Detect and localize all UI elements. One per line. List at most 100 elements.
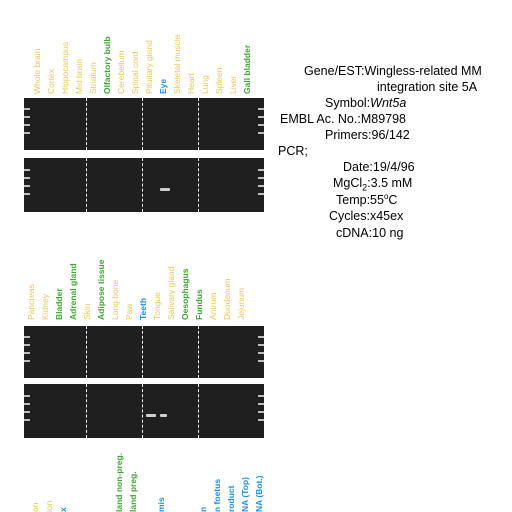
ladder-mark [24, 336, 30, 338]
lane-label: Whole brain [32, 48, 42, 94]
ladder-mark [24, 108, 30, 110]
ladder-mark [24, 352, 30, 354]
lane-label: Kidney [40, 294, 50, 320]
lane-label: ion [44, 500, 54, 512]
date-value: 19/4/96 [372, 160, 415, 174]
primers-row: Primers:96/142 [325, 128, 410, 142]
lane-label: Lung [200, 75, 210, 94]
lane-label: Jejunum [236, 287, 246, 320]
lane-label: Antrum [208, 292, 218, 320]
lane-label: Liver [228, 75, 238, 94]
primers-value: 96/142 [371, 128, 410, 142]
mgcl-row: MgCl2:3.5 mM [333, 176, 412, 193]
cdna-value: 10 ng [372, 226, 404, 240]
lane-divider [142, 326, 143, 378]
lane-label: Mid brain [74, 59, 84, 94]
gel-image-2-top [24, 326, 264, 378]
ladder-mark [258, 336, 264, 338]
lane-label: Hippocampus [60, 42, 70, 94]
lane-label: n [198, 506, 208, 512]
lane-label: NA (Bot.) [254, 475, 264, 512]
pcr-heading: PCR; [278, 144, 308, 158]
gel-band [159, 414, 167, 417]
ladder-mark [24, 395, 30, 397]
tissue-labels-panel-1: Whole brain Cortex Hippocampus Mid brain Str… [24, 12, 264, 94]
lane-divider [86, 98, 87, 150]
ladder-mark [24, 185, 30, 187]
lane-label: Pituitary gland [144, 40, 154, 94]
ladder-mark [24, 403, 30, 405]
lane-label: Skeletal muscle [172, 34, 182, 94]
ladder-mark [24, 132, 30, 134]
lane-label: Fundus [194, 289, 204, 320]
lane-label: Adipose tissue [96, 259, 106, 320]
ladder-mark [258, 352, 264, 354]
tissue-labels-panel-3: on ion x land non-preg. land preg. mis n n foet… [24, 440, 264, 512]
ladder-mark [258, 124, 264, 126]
gene-value-line-2: integration site 5A [377, 80, 478, 94]
gene-row: Gene/EST:Wingless-related MM [304, 64, 482, 78]
ladder-mark [24, 344, 30, 346]
temp-value: 55oC [370, 192, 398, 208]
ladder-mark [258, 193, 264, 195]
cdna-key: cDNA: [336, 226, 373, 240]
lane-divider [198, 98, 199, 150]
gel-image-2-bottom [24, 384, 264, 438]
ladder-mark [24, 360, 30, 362]
mgcl-key: MgCl2: [333, 176, 371, 193]
lane-label: land preg. [128, 471, 138, 512]
lane-label: NA (Top) [240, 477, 250, 512]
ladder-mark [258, 177, 264, 179]
gene-value-line-1: Wingless-related MM [364, 64, 482, 78]
ladder-mark [258, 395, 264, 397]
ladder-mark [24, 116, 30, 118]
temp-row: Temp:55oC [336, 192, 397, 207]
embl-key: EMBL Ac. No.: [280, 112, 361, 126]
gel-image-1-top [24, 98, 264, 150]
ladder-mark [258, 419, 264, 421]
ladder-mark [24, 169, 30, 171]
primers-key: Primers: [325, 128, 372, 142]
lane-divider [142, 98, 143, 150]
lane-label: Spleen [214, 67, 224, 94]
ladder-mark [258, 185, 264, 187]
cycles-value: x45ex [369, 209, 404, 223]
ladder-mark [258, 360, 264, 362]
gel-band [159, 188, 170, 191]
lane-label: Bladder [54, 288, 64, 320]
lane-divider [86, 326, 87, 378]
lane-label: x [58, 507, 68, 512]
lane-label: Oesophagus [180, 268, 190, 320]
lane-label: Cerebellum [116, 50, 126, 94]
lane-label: Olfactory bulb [102, 36, 112, 94]
lane-label: Teeth [138, 297, 148, 320]
ladder-mark [24, 411, 30, 413]
lane-label: roduct [226, 485, 236, 512]
cycles-key: Cycles: [329, 209, 370, 223]
lane-label: Salivary gland [166, 266, 176, 320]
cycles-row: Cycles:x45ex [329, 209, 403, 223]
lane-label: Skin [82, 303, 92, 320]
ladder-mark [24, 419, 30, 421]
lane-divider [142, 158, 143, 212]
lane-label: Duodenum [222, 278, 232, 320]
lane-label: Spinal cord [130, 51, 140, 94]
lane-divider [198, 326, 199, 378]
lane-divider [198, 384, 199, 438]
lane-label: Striatum [88, 62, 98, 94]
lane-label: Pancreas [26, 284, 36, 320]
gene-key: Gene/EST: [304, 64, 365, 78]
lane-label: land non-preg. [114, 452, 124, 512]
embl-row: EMBL Ac. No.:M89798 [280, 112, 406, 126]
lane-label: Paw [124, 303, 134, 320]
lane-divider [86, 158, 87, 212]
lane-label: Adrenal gland [68, 263, 78, 320]
ladder-mark [258, 344, 264, 346]
ladder-mark [258, 411, 264, 413]
cdna-row: cDNA:10 ng [336, 226, 403, 240]
temp-key: Temp: [336, 193, 371, 208]
symbol-row: Symbol:Wnt5a [325, 96, 406, 110]
ladder-mark [258, 108, 264, 110]
ladder-mark [258, 132, 264, 134]
embl-value: M89798 [360, 112, 407, 126]
